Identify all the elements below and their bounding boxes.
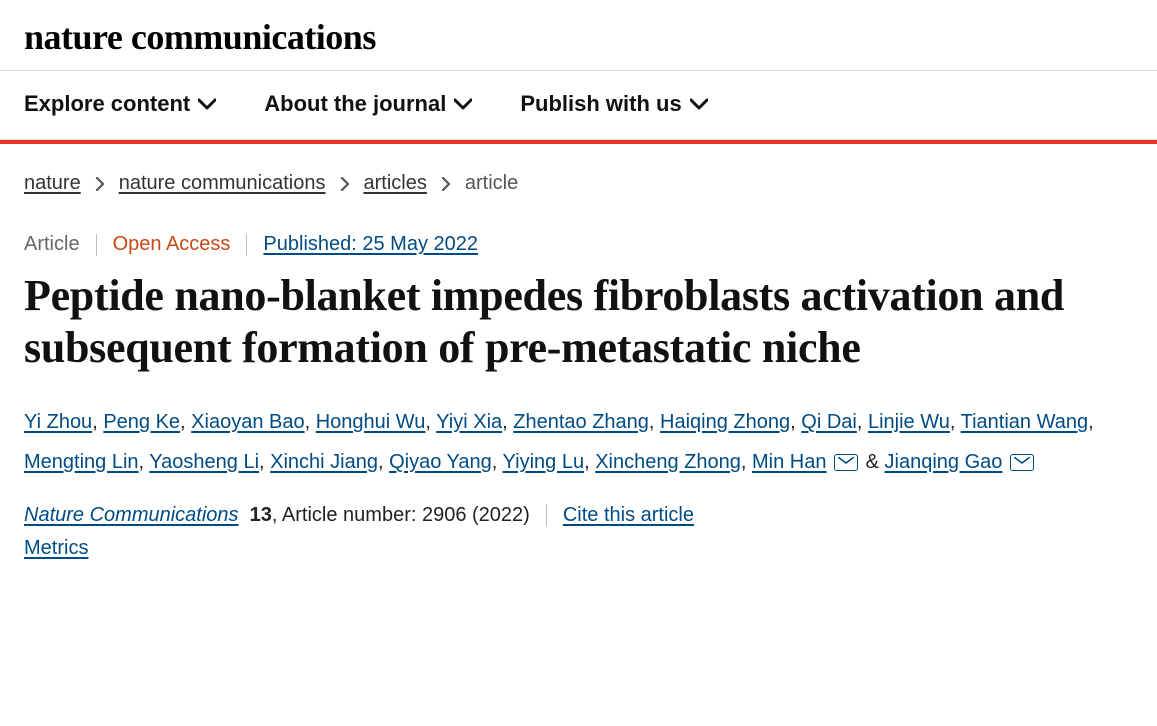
author-link[interactable]: Mengting Lin [24, 451, 139, 473]
published-date-link[interactable]: Published: 25 May 2022 [263, 233, 478, 256]
header-logo-area: nature communications [0, 0, 1157, 70]
author-link[interactable]: Yi Zhou [24, 411, 92, 433]
author-list: Yi Zhou, Peng Ke, Xiaoyan Bao, Honghui W… [24, 402, 1124, 482]
author-comma: , [950, 411, 961, 433]
author-ampersand: & [866, 451, 879, 473]
author-link[interactable]: Yiyi Xia [436, 411, 502, 433]
chevron-down-icon [690, 98, 708, 110]
mail-icon[interactable] [834, 454, 858, 471]
breadcrumb: nature nature communications articles ar… [24, 172, 1133, 195]
author-comma: , [180, 411, 191, 433]
breadcrumb-link-nature[interactable]: nature [24, 172, 81, 195]
citation-article-number: , Article number: 2906 (2022) [272, 504, 530, 526]
author-comma: , [378, 451, 389, 473]
author-link[interactable]: Jianqing Gao [885, 451, 1003, 473]
primary-nav: Explore content About the journal Publis… [0, 71, 1157, 139]
breadcrumb-current: article [465, 172, 518, 195]
author-link[interactable]: Qiyao Yang [389, 451, 492, 473]
chevron-right-icon [441, 177, 451, 191]
author-comma: , [259, 451, 270, 473]
author-link[interactable]: Xinchi Jiang [270, 451, 378, 473]
author-link[interactable]: Xincheng Zhong [595, 451, 741, 473]
journal-logo[interactable]: nature communications [24, 16, 1133, 58]
open-access-label: Open Access [113, 233, 231, 256]
chevron-right-icon [95, 177, 105, 191]
author-link[interactable]: Linjie Wu [868, 411, 950, 433]
author-link[interactable]: Haiqing Zhong [660, 411, 790, 433]
author-link[interactable]: Honghui Wu [316, 411, 426, 433]
nav-label: Publish with us [520, 91, 681, 117]
author-comma: , [741, 451, 752, 473]
author-comma: , [502, 411, 513, 433]
cite-this-article-link[interactable]: Cite this article [563, 504, 694, 527]
author-link[interactable]: Yiying Lu [503, 451, 585, 473]
nav-explore-content[interactable]: Explore content [24, 91, 216, 117]
article-meta-row: Article Open Access Published: 25 May 20… [24, 233, 1133, 256]
citation-volume: 13 [250, 504, 272, 526]
author-comma: , [305, 411, 316, 433]
author-link[interactable]: Yaosheng Li [149, 451, 259, 473]
chevron-right-icon [340, 177, 350, 191]
author-comma: , [857, 411, 868, 433]
nav-label: About the journal [264, 91, 446, 117]
author-comma: , [425, 411, 436, 433]
author-comma: , [492, 451, 503, 473]
author-comma: , [92, 411, 103, 433]
author-link[interactable]: Tiantian Wang [961, 411, 1088, 433]
chevron-down-icon [198, 98, 216, 110]
citation-row: Nature Communications 13, Article number… [24, 504, 1133, 527]
author-comma: , [584, 451, 595, 473]
citation-journal-link[interactable]: Nature Communications [24, 504, 239, 526]
meta-separator [546, 504, 547, 526]
chevron-down-icon [454, 98, 472, 110]
mail-icon[interactable] [1010, 454, 1034, 471]
author-comma: , [1088, 411, 1094, 433]
author-link[interactable]: Min Han [752, 451, 826, 473]
author-comma: , [649, 411, 660, 433]
metrics-row: Metrics [24, 537, 1133, 560]
breadcrumb-link-journal[interactable]: nature communications [119, 172, 326, 195]
meta-separator [246, 234, 247, 256]
article-content: nature nature communications articles ar… [0, 144, 1157, 580]
author-comma: , [139, 451, 150, 473]
author-comma: , [790, 411, 801, 433]
nav-publish-with-us[interactable]: Publish with us [520, 91, 707, 117]
nav-label: Explore content [24, 91, 190, 117]
breadcrumb-link-articles[interactable]: articles [364, 172, 427, 195]
metrics-link[interactable]: Metrics [24, 537, 88, 559]
nav-about-journal[interactable]: About the journal [264, 91, 472, 117]
meta-separator [96, 234, 97, 256]
author-link[interactable]: Qi Dai [801, 411, 857, 433]
citation-text: Nature Communications 13, Article number… [24, 504, 530, 527]
author-link[interactable]: Xiaoyan Bao [191, 411, 304, 433]
author-link[interactable]: Peng Ke [103, 411, 180, 433]
article-title: Peptide nano-blanket impedes fibroblasts… [24, 270, 1104, 374]
author-link[interactable]: Zhentao Zhang [513, 411, 649, 433]
article-type-label: Article [24, 233, 80, 256]
